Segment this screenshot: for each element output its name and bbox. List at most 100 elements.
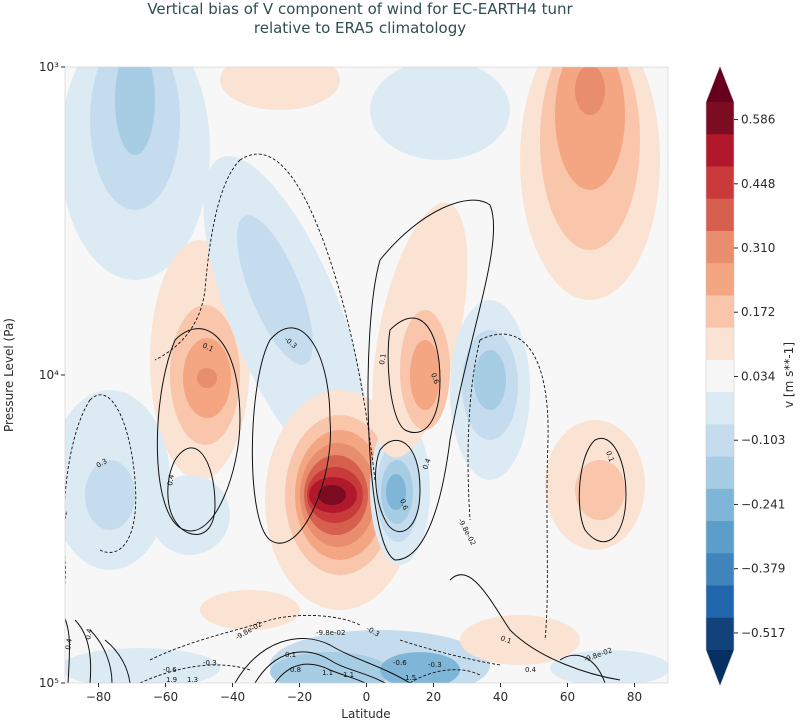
contour-line [154, 159, 241, 361]
contour-line [449, 574, 621, 681]
contour-line [375, 440, 421, 533]
x-axis: −80 −60 −40 −20 0 20 40 60 80 [86, 683, 642, 704]
fill-blob [555, 67, 625, 190]
contour-label: 0.4 [64, 637, 74, 650]
fill-blob [150, 475, 230, 555]
colorbar-band [706, 166, 734, 200]
contour-label: 0.4 [421, 457, 433, 471]
contour-line [274, 663, 366, 683]
contour-line [74, 619, 92, 683]
y-axis-label: Pressure Level (Pa) [2, 318, 16, 432]
colorbar-band [706, 521, 734, 554]
y-tick-label: 10⁴ [39, 368, 59, 382]
colorbar-band [706, 102, 734, 135]
contour-line [48, 600, 52, 683]
fill-blob [380, 652, 460, 683]
contour-label: -0.6 [393, 659, 407, 667]
colorbar-band [706, 359, 734, 393]
contour-label: -9.8e-02 [316, 629, 345, 637]
fill-blob [115, 67, 155, 155]
colorbar-tick-label: −0.517 [741, 626, 785, 640]
colorbar-extend-top [706, 66, 734, 102]
contour-line [251, 327, 331, 544]
colorbar-band [706, 392, 734, 425]
contour-label: 1.3 [187, 676, 198, 684]
contour-label: -0.6 [163, 666, 177, 674]
chart-title-line-2: relative to ERA5 climatology [253, 19, 467, 37]
contour-label: 0.4 [84, 627, 94, 640]
x-tick-label: 0 [363, 690, 371, 704]
fill-blob [200, 590, 300, 630]
colorbar-tick-label: −0.379 [741, 562, 785, 576]
fill-blob [550, 650, 668, 683]
contour-line [156, 328, 241, 532]
x-tick-label: −40 [220, 690, 245, 704]
colorbar-band [706, 617, 734, 651]
contour-line [399, 639, 501, 666]
chart-title-line-1: Vertical bias of V component of wind for… [147, 0, 573, 18]
y-tick-label: 10⁵ [39, 676, 59, 690]
colorbar: 0.586 0.448 0.310 0.172 0.034 −0.103 −0.241 −0.… [705, 65, 785, 687]
x-tick-label: −80 [86, 690, 111, 704]
contour-label: 0.1 [378, 353, 388, 365]
fill-blob [370, 67, 510, 160]
colorbar-band [706, 134, 734, 167]
chart-title: Vertical bias of V component of wind for… [0, 0, 720, 38]
fill-blob [220, 67, 340, 110]
colorbar-extend-bottom [706, 650, 734, 686]
y-axis: 10³ 10⁴ 10⁵ [39, 60, 65, 690]
fill-blob [85, 460, 135, 530]
x-tick-label: 80 [627, 690, 642, 704]
contour-label: 0.6 [398, 498, 410, 512]
contour-label: 0.1 [499, 634, 512, 645]
x-tick-label: 60 [560, 690, 575, 704]
x-tick-label: −20 [287, 690, 312, 704]
contour-label: 0.1 [201, 342, 214, 354]
contour-line [479, 333, 549, 641]
contour-label: 0.1 [285, 651, 296, 659]
contour-line [234, 638, 411, 683]
contour-line [578, 437, 627, 542]
fill-blob [575, 460, 625, 520]
contour-line [254, 651, 386, 683]
contour-label: -0.3 [203, 659, 217, 667]
colorbar-tick-label: 0.172 [741, 305, 775, 319]
colorbar-band [706, 456, 734, 490]
colorbar-band [706, 553, 734, 587]
contour-line [65, 399, 91, 586]
colorbar-tick-label: 0.448 [741, 177, 775, 191]
contour-label: 0.4 [525, 666, 537, 674]
fill-blob [386, 474, 406, 510]
x-tick-label: 20 [426, 690, 441, 704]
colorbar-band [706, 585, 734, 619]
fill-blob [197, 368, 217, 388]
colorbar-band [706, 424, 734, 458]
contour-label: 1.1 [322, 669, 333, 677]
colorbar-label: v [m s**-1] [782, 342, 796, 408]
colorbar-tick-label: 0.034 [741, 369, 775, 383]
contour-label: 0.8 [290, 666, 301, 674]
fill-blob [575, 67, 605, 115]
colorbar-outline [705, 65, 735, 687]
contour-line [409, 669, 481, 683]
colorbar-band [706, 488, 734, 522]
contour-line [139, 664, 251, 683]
contour-label: 1.1 [343, 671, 354, 679]
contour-line [104, 639, 131, 683]
fill-blob [237, 215, 313, 365]
contour-label: 0.6 [429, 372, 441, 386]
fill-blob [410, 340, 440, 410]
fill-blob [318, 485, 346, 505]
contour-label: -0.3 [428, 661, 442, 669]
x-tick-label: 40 [493, 690, 508, 704]
contour-line [367, 199, 495, 561]
colorbar-tick-label: 0.310 [741, 241, 775, 255]
contour-line [467, 339, 481, 521]
contour-line [387, 317, 441, 433]
colorbar-band [706, 198, 734, 232]
contour-label: 1.9 [166, 676, 177, 684]
contour-line [149, 614, 361, 661]
colorbar-band [706, 295, 734, 329]
y-tick-label: 10³ [39, 60, 59, 74]
